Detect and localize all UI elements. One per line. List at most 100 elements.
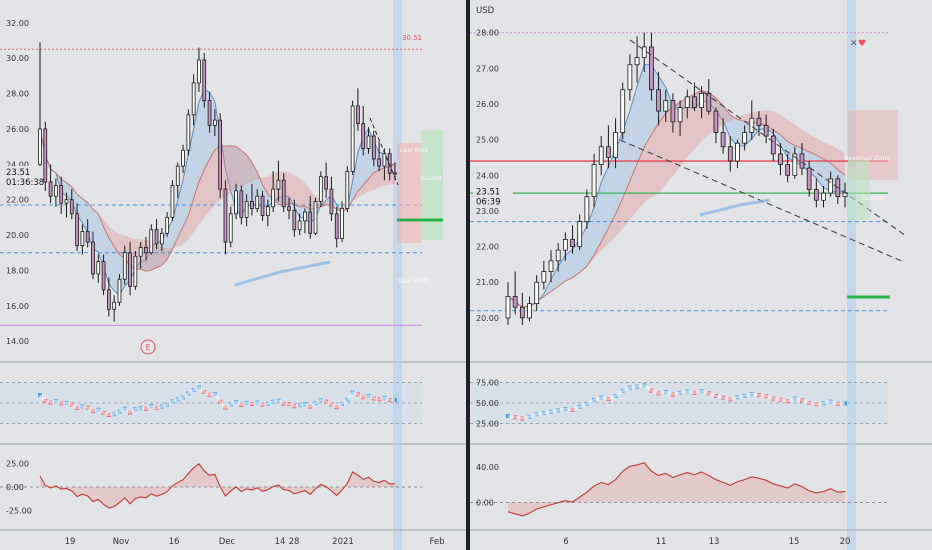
candle[interactable] [112,301,117,310]
candle[interactable] [38,128,42,165]
candle[interactable] [548,260,554,272]
candle[interactable] [202,59,207,102]
candle[interactable] [276,179,281,190]
candle[interactable] [813,189,819,201]
candle[interactable] [677,107,683,123]
candle[interactable] [749,117,755,133]
heart-icon[interactable]: ♥ [858,39,866,49]
candle[interactable] [371,135,376,160]
candle[interactable] [59,185,64,204]
candle[interactable] [324,176,328,190]
candle[interactable] [54,185,58,197]
candle[interactable] [292,209,297,231]
candle[interactable] [713,110,719,133]
candle[interactable] [828,178,834,194]
candle[interactable] [265,206,270,216]
candle[interactable] [101,261,106,291]
candle[interactable] [821,192,826,201]
candle[interactable] [598,146,604,165]
candle[interactable] [584,196,590,223]
candle[interactable] [649,46,654,91]
candle[interactable] [313,201,318,234]
candle[interactable] [377,158,381,167]
candle[interactable] [382,153,387,167]
trend-line[interactable] [369,117,399,186]
candle[interactable] [534,281,540,305]
candle[interactable] [85,231,90,243]
candle[interactable] [260,195,265,217]
candle[interactable] [641,46,647,59]
candle[interactable] [175,165,180,186]
candle[interactable] [735,142,740,162]
candle[interactable] [281,179,286,208]
candle[interactable] [591,164,597,198]
candle[interactable] [334,213,339,239]
candle[interactable] [692,96,697,108]
candle[interactable] [138,247,143,257]
candle[interactable] [770,135,776,155]
candle[interactable] [91,241,95,275]
candle[interactable] [250,201,254,209]
candle[interactable] [562,239,568,251]
candle[interactable] [570,239,575,247]
candle[interactable] [154,229,159,245]
candle[interactable] [160,232,164,245]
earnings-marker-circle[interactable] [140,339,156,355]
candle[interactable] [527,303,532,319]
candle[interactable] [345,170,350,209]
candle[interactable] [663,100,669,112]
candle[interactable] [329,188,334,215]
candle[interactable] [271,188,275,208]
candle[interactable] [699,92,704,108]
candle[interactable] [207,100,212,126]
candle[interactable] [165,216,170,234]
candle[interactable] [656,89,661,112]
candle[interactable] [48,181,53,197]
candle[interactable] [149,229,154,254]
candle[interactable] [792,153,798,176]
candle[interactable] [806,167,812,190]
candle[interactable] [785,164,791,176]
candle[interactable] [234,190,238,215]
candle[interactable] [763,124,769,137]
candle[interactable] [742,132,747,144]
candle[interactable] [361,123,366,149]
candle[interactable] [75,213,79,247]
candle[interactable] [244,201,249,218]
candle[interactable] [287,206,291,211]
candle[interactable] [519,306,525,319]
candle[interactable] [613,132,618,158]
right-price-chart[interactable]: 28.00 27.00 26.00 25.00 24.00 23.00 22.00 21.00… [470,0,932,550]
candle[interactable] [80,231,85,247]
candle[interactable] [541,271,547,283]
candle[interactable] [720,132,726,148]
candle[interactable] [387,153,392,174]
candle[interactable] [356,105,360,125]
candle[interactable] [555,249,561,262]
candle[interactable] [133,255,138,287]
candle[interactable] [144,247,148,254]
candle[interactable] [191,82,196,116]
candle[interactable] [107,289,111,310]
candle[interactable] [43,128,48,183]
candle[interactable] [212,119,217,126]
earnings-marker-label[interactable]: E [145,343,150,352]
left-chart-panel[interactable]: 32.00 30.00 28.00 26.00 24.00 22.00 20.00 18.00… [0,0,466,550]
candle[interactable] [239,190,244,218]
candle[interactable] [228,213,233,243]
candle[interactable] [128,252,132,287]
candle[interactable] [318,176,323,202]
candle[interactable] [366,135,371,149]
candle[interactable] [505,296,511,319]
candle[interactable] [303,211,307,222]
candle[interactable] [223,188,228,243]
candle[interactable] [96,261,101,275]
candle[interactable] [64,199,69,204]
candle[interactable] [170,185,175,218]
candle[interactable] [670,100,676,123]
candle[interactable] [799,153,805,169]
candle[interactable] [340,208,344,239]
panel-divider[interactable] [466,0,470,550]
candle[interactable] [308,211,313,234]
candle[interactable] [577,221,583,247]
